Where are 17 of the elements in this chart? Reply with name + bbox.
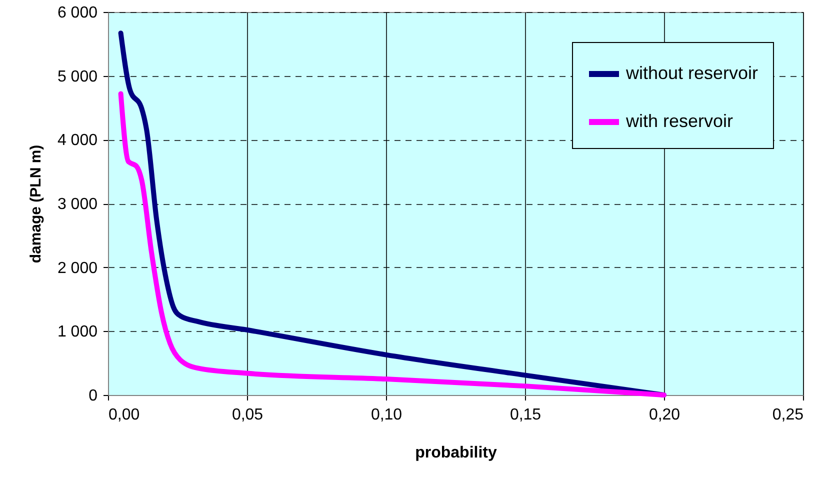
y-tick-label: 6 000 [57,4,98,22]
x-tick-label: 0,20 [648,406,680,424]
y-tick-label: 1 000 [57,324,98,341]
y-tick-label: 3 000 [57,196,98,213]
y-tick-label: 4 000 [57,132,98,150]
x-tick-label: 0,25 [772,406,804,424]
x-tick-label: 0,15 [510,406,542,424]
x-tick-label: 0,10 [370,406,402,424]
x-tick-label: 0,05 [232,406,264,424]
y-axis-title: damage (PLN m) [27,144,44,264]
y-tick-label: 0 [88,388,98,404]
x-tick-label: 0,00 [108,406,140,424]
legend-label: with reservoir [625,111,734,131]
x-axis-title: probability [415,444,497,462]
y-tick-label: 5 000 [57,68,98,86]
legend-label: without reservoir [625,63,758,83]
y-tick-label: 2 000 [57,260,98,277]
